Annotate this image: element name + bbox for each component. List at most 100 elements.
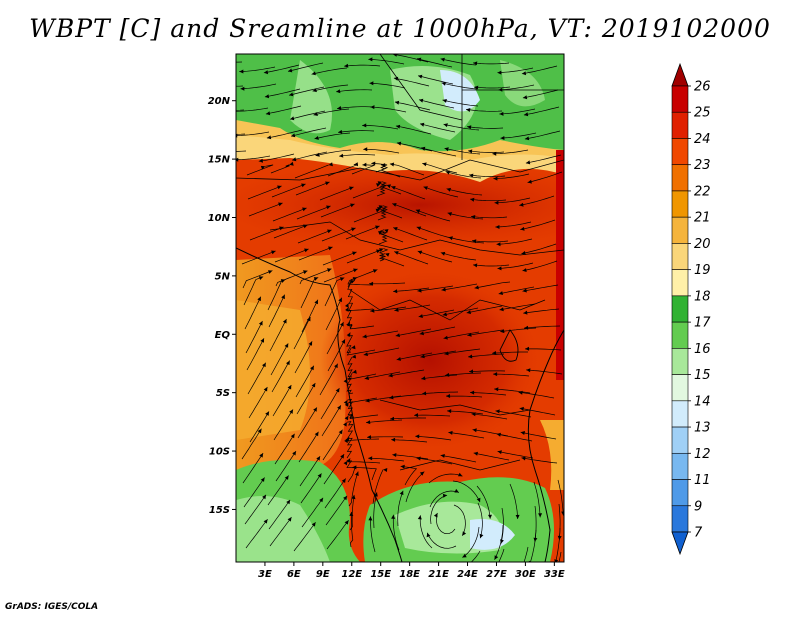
streamline-arrow — [446, 187, 451, 192]
streamline — [396, 352, 433, 361]
streamline-arrow — [441, 287, 446, 292]
streamline-arrow — [344, 63, 349, 68]
streamline-arrow — [500, 136, 505, 140]
streamline-arrow — [469, 173, 474, 178]
streamline — [473, 264, 510, 267]
streamline — [426, 532, 457, 549]
streamline-arrow — [417, 250, 423, 255]
colorbar-label: 24 — [694, 132, 711, 147]
streamline-arrow — [370, 105, 375, 110]
streamline — [477, 502, 483, 539]
streamline-arrow — [375, 225, 380, 230]
streamline — [442, 307, 479, 316]
colorbar-box — [671, 138, 689, 166]
streamline — [523, 546, 529, 562]
streamline-arrow — [522, 95, 528, 100]
colorbar-label: 22 — [694, 184, 711, 199]
streamline-arrow — [443, 123, 448, 128]
streamline — [271, 183, 306, 198]
streamline-arrow — [524, 325, 529, 330]
streamline — [445, 372, 482, 376]
streamline-arrow — [260, 477, 265, 482]
streamline — [495, 410, 532, 418]
colorbar-label: 12 — [694, 447, 711, 462]
streamline-arrow — [278, 202, 283, 207]
streamline-arrow — [344, 438, 349, 444]
streamline-arrow — [521, 456, 526, 461]
streamline-arrow — [271, 250, 276, 255]
streamline — [263, 64, 300, 74]
lon-tick-label: 6E — [287, 569, 301, 580]
streamline — [345, 225, 380, 240]
streamline — [296, 205, 331, 220]
colorbar-label: 23 — [694, 158, 711, 173]
streamline — [520, 219, 556, 230]
streamline-arrow — [497, 266, 502, 271]
streamline — [494, 388, 531, 394]
streamline — [268, 294, 286, 328]
lon-tick-label: 30E — [515, 569, 536, 580]
streamline-arrow — [263, 70, 269, 75]
streamline — [300, 473, 322, 504]
streamline — [519, 407, 556, 416]
streamline-arrow — [458, 472, 463, 477]
lon-tick-label: 33E — [544, 569, 565, 580]
streamline — [392, 203, 427, 217]
streamline — [249, 411, 270, 443]
streamline-arrow — [343, 460, 348, 466]
streamline — [392, 514, 400, 551]
streamline-arrow — [393, 76, 399, 81]
colorbar-label: 21 — [694, 211, 711, 226]
streamline — [377, 207, 387, 221]
streamline-arrow — [442, 312, 447, 317]
streamline — [274, 248, 309, 263]
streamline-arrow — [236, 157, 239, 162]
streamline — [346, 437, 353, 459]
streamline — [324, 478, 346, 509]
streamline — [413, 414, 451, 417]
streamline-arrow — [419, 98, 424, 103]
streamline — [441, 82, 478, 90]
streamline — [496, 238, 533, 245]
credit-text: GrADS: IGES/COLA — [5, 602, 99, 612]
streamline — [294, 164, 329, 179]
streamline — [389, 393, 426, 399]
colorbar-label: 20 — [694, 237, 711, 252]
streamline — [476, 485, 491, 519]
lon-tick-label: 24E — [457, 569, 478, 580]
streamline-arrow — [314, 299, 318, 305]
streamline-arrow — [467, 125, 472, 130]
streamline-arrow — [317, 473, 322, 478]
streamline — [368, 282, 406, 285]
streamline — [447, 212, 484, 220]
streamline — [347, 280, 355, 305]
streamline — [272, 384, 292, 417]
streamline-arrow — [440, 454, 445, 458]
streamline — [244, 296, 262, 330]
streamline-arrow — [462, 553, 467, 558]
streamline — [395, 125, 432, 135]
streamline-arrow — [466, 108, 471, 112]
streamline-arrow — [315, 152, 320, 157]
colorbar-box — [671, 111, 689, 139]
streamline-arrow — [311, 383, 316, 388]
streamline-arrow — [352, 251, 357, 256]
colorbar-box — [671, 348, 689, 375]
streamline — [268, 499, 291, 530]
streamline-arrow — [472, 428, 477, 433]
streamline-arrow — [210, 148, 214, 152]
streamline-arrow — [416, 456, 421, 461]
streamline-arrow — [369, 281, 374, 286]
streamline — [498, 84, 535, 91]
streamline-arrow — [304, 248, 309, 253]
streamline-arrow — [259, 453, 264, 458]
streamline-arrow — [383, 468, 388, 472]
streamline-arrow — [343, 495, 348, 501]
streamline-arrow — [352, 465, 357, 470]
streamline-arrow — [258, 321, 263, 326]
streamline — [242, 270, 273, 289]
streamline-arrow — [363, 147, 368, 152]
streamline-arrow — [325, 181, 330, 186]
streamline — [322, 251, 357, 266]
streamline — [389, 417, 426, 420]
